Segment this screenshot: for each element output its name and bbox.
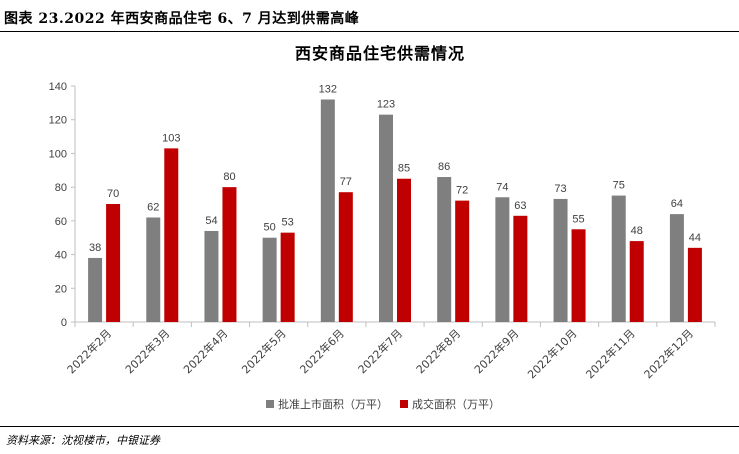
data-label: 53 — [282, 217, 294, 229]
data-label: 73 — [554, 183, 566, 195]
bar — [495, 197, 510, 322]
chart-legend: 批准上市面积（万平） 成交面积（万平） — [266, 397, 500, 411]
chart-bars — [88, 99, 702, 323]
footer-rule — [0, 426, 739, 427]
data-label: 64 — [671, 198, 683, 210]
bar — [222, 187, 237, 322]
x-tick-label: 2022年10月 — [525, 326, 580, 381]
bar — [629, 241, 644, 322]
data-label: 54 — [205, 215, 217, 227]
y-tick-label: 140 — [49, 81, 67, 93]
chart-axes: 0 20 40 60 80 100 120 140 — [49, 81, 716, 329]
bar — [553, 198, 568, 322]
bar — [280, 232, 295, 322]
x-tick-label: 2022年6月 — [297, 326, 347, 376]
bar — [687, 247, 702, 322]
y-tick-label: 0 — [61, 317, 67, 329]
y-tick-label: 80 — [55, 182, 67, 194]
data-label: 62 — [147, 201, 159, 213]
data-label: 132 — [319, 83, 337, 95]
bar — [455, 200, 470, 322]
chart-x-tick-labels: 2022年2月 2022年3月 2022年4月 2022年5月 2022年6月 2022年… — [64, 326, 696, 381]
x-tick-label: 2022年4月 — [180, 326, 230, 376]
x-tick-label: 2022年9月 — [471, 326, 521, 376]
source-note: 资料来源：沈视楼市，中银证券 — [6, 434, 160, 447]
data-label: 74 — [496, 181, 508, 193]
y-tick-label: 60 — [55, 216, 67, 228]
bar — [164, 148, 179, 322]
bar — [106, 204, 121, 322]
x-tick-label: 2022年7月 — [355, 326, 405, 376]
figure-label: 图表 23.2022 年西安商品住宅 6、7 月达到供需高峰 — [4, 11, 360, 27]
data-label: 103 — [162, 132, 180, 144]
bar — [437, 177, 452, 322]
bar — [611, 195, 626, 322]
bar — [204, 230, 219, 322]
y-tick-label: 40 — [55, 250, 67, 262]
data-label: 55 — [572, 213, 584, 225]
bar — [397, 178, 411, 322]
legend-swatch — [266, 400, 274, 408]
data-label: 77 — [340, 176, 352, 188]
bar — [320, 99, 335, 322]
bar — [669, 214, 684, 322]
x-tick-label: 2022年12月 — [641, 326, 696, 381]
bar — [379, 114, 393, 323]
chart-data-labels: 38 62 54 50 132 123 86 74 73 75 64 70 103 80 53 77 85 72 6… — [89, 83, 701, 253]
data-label: 44 — [689, 232, 701, 244]
bar — [571, 229, 586, 322]
bar — [88, 257, 103, 322]
y-tick-label: 20 — [55, 283, 67, 295]
data-label: 85 — [398, 163, 410, 175]
header-rule — [0, 31, 739, 32]
x-tick-label: 2022年8月 — [413, 326, 463, 376]
data-label: 48 — [631, 225, 643, 237]
legend-swatch — [400, 400, 408, 408]
figure-header: 图表 23.2022 年西安商品住宅 6、7 月达到供需高峰 — [0, 0, 739, 30]
bar — [338, 192, 353, 322]
data-label: 38 — [89, 242, 101, 254]
legend-label: 成交面积（万平） — [412, 397, 500, 411]
x-tick-label: 2022年2月 — [64, 326, 114, 376]
x-tick-label: 2022年11月 — [583, 326, 638, 381]
bar — [513, 215, 528, 322]
data-label: 70 — [107, 188, 119, 200]
bar — [146, 217, 161, 322]
data-label: 80 — [223, 171, 235, 183]
chart-title: 西安商品住宅供需情况 — [295, 44, 465, 63]
data-label: 123 — [377, 99, 395, 111]
data-label: 86 — [438, 161, 450, 173]
data-label: 72 — [456, 185, 468, 197]
bar — [262, 237, 277, 322]
y-tick-label: 100 — [49, 148, 67, 160]
supply-demand-bar-chart: 西安商品住宅供需情况 0 20 40 60 80 100 120 140 38 62 54 50 13… — [49, 44, 716, 411]
x-tick-label: 2022年3月 — [122, 326, 172, 376]
data-label: 75 — [613, 180, 625, 192]
x-tick-label: 2022年5月 — [239, 326, 289, 376]
y-tick-label: 120 — [49, 115, 67, 127]
legend-label: 批准上市面积（万平） — [278, 397, 388, 411]
data-label: 63 — [514, 200, 526, 212]
data-label: 50 — [264, 222, 276, 234]
